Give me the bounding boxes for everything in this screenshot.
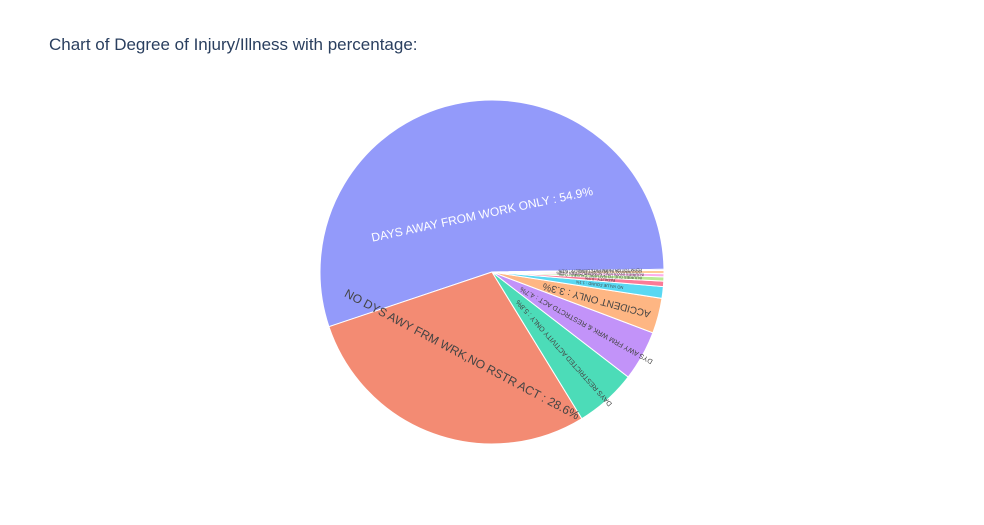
pie-slices — [319, 99, 665, 445]
pie-slice-label: FATALITY : 0.5% — [584, 276, 615, 283]
pie-slice-label: OCCUPATNAL ILLNESS NOT DEG 1-6 : 0.3% — [559, 270, 642, 275]
pie-slice-label: INJURIES INVOLVING NONEMPLOYEES : 0.3% — [556, 271, 644, 278]
pie-slice-label: NO VALUE FOUND : 1.1% — [575, 280, 623, 291]
pie-slice — [328, 271, 583, 445]
pie-slice — [491, 268, 665, 273]
pie-slice-label: PERM TOT OR PERM PRTL DISABLTY : 0.1% — [558, 268, 642, 274]
pie-slice-label: INJURIES DUE TO NATURAL CAUSES : 0.4% — [558, 272, 642, 280]
chart-title: Chart of Degree of Injury/Illness with p… — [49, 35, 418, 54]
pie-slice — [319, 99, 665, 328]
